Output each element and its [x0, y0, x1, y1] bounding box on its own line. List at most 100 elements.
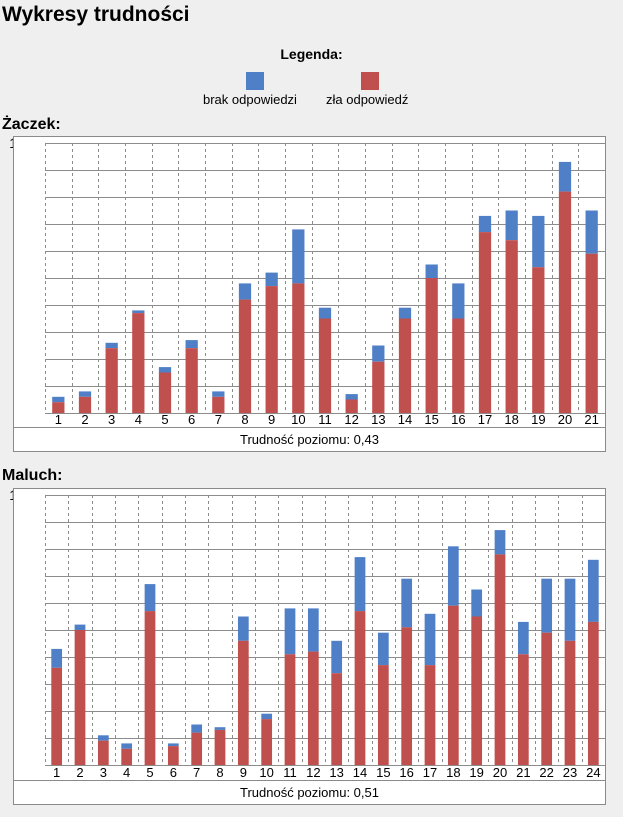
bar-wrong-answer — [307, 651, 319, 765]
bar-no-answer — [345, 394, 358, 400]
bar-no-answer — [505, 210, 518, 241]
bar-wrong-answer — [214, 729, 226, 765]
bar-no-answer — [585, 210, 598, 254]
x-tick-label: 18 — [446, 765, 460, 779]
bar-no-answer — [167, 743, 179, 747]
bar-no-answer — [398, 307, 412, 319]
bar-wrong-answer — [185, 348, 198, 413]
chart-maluch: 1 2 3 4 5 6 7 8 9 10 11 12 13 14 15 16 17 18 19 20 21 22 23 24 … — [13, 488, 606, 805]
bar-wrong-answer — [237, 640, 249, 765]
x-tick-label: 24 — [586, 765, 600, 779]
x-tick-label: 14 — [398, 412, 412, 427]
x-tick-label: 10 — [259, 765, 273, 779]
bar-wrong-answer — [105, 348, 118, 413]
level-difficulty-zaczek: Trudność poziomu: 0,43 — [240, 432, 379, 447]
x-tick-label: 4 — [123, 765, 130, 779]
x-tick-label: 12 — [306, 765, 320, 779]
bar-no-answer — [471, 589, 483, 617]
bar-no-answer — [532, 215, 545, 268]
chart-plot-maluch: 1 2 3 4 5 6 7 8 9 10 11 12 13 14 15 16 17 18 19 20 21 22 23 24 — [45, 495, 605, 779]
bar-wrong-answer — [377, 665, 389, 765]
x-tick-label: 8 — [241, 412, 248, 427]
bar-wrong-answer — [424, 665, 436, 765]
x-tick-label: 9 — [268, 412, 275, 427]
chart-title-maluch: Maluch: — [2, 467, 63, 484]
bar-wrong-answer — [191, 732, 203, 765]
bar-wrong-answer — [78, 396, 92, 413]
x-tick-label: 9 — [240, 765, 247, 779]
bar-wrong-answer — [372, 361, 385, 413]
legend-label-no-answer: brak odpowiedzi — [203, 92, 297, 107]
bar-no-answer — [237, 616, 249, 641]
x-tick-label: 5 — [146, 765, 153, 779]
bar-wrong-answer — [74, 630, 86, 765]
x-tick-label: 16 — [399, 765, 413, 779]
bar-no-answer — [558, 161, 572, 192]
bar-no-answer — [401, 578, 413, 628]
x-tick-label: 16 — [451, 412, 465, 427]
x-tick-label: 2 — [76, 765, 83, 779]
bar-no-answer — [214, 727, 226, 730]
bar-wrong-answer — [564, 640, 576, 765]
x-tick-label: 11 — [318, 412, 332, 427]
bar-wrong-answer — [132, 313, 145, 413]
bar-wrong-answer — [541, 632, 553, 765]
x-tick-label: 21 — [516, 765, 530, 779]
bar-wrong-answer — [121, 748, 133, 765]
bar-wrong-answer — [585, 253, 598, 413]
bar-no-answer — [331, 640, 343, 674]
bar-no-answer — [318, 307, 332, 319]
x-tick-label: 17 — [423, 765, 437, 779]
x-tick-label: 3 — [100, 765, 107, 779]
bar-no-answer — [51, 648, 63, 668]
x-tick-label: 5 — [161, 412, 168, 427]
bar-wrong-answer — [345, 399, 358, 413]
bar-wrong-answer — [265, 286, 278, 413]
x-tick-label: 14 — [353, 765, 367, 779]
bar-no-answer — [564, 578, 576, 641]
bar-wrong-answer — [284, 654, 296, 765]
x-tick-label: 10 — [291, 412, 305, 427]
bar-no-answer — [447, 546, 459, 606]
bar-no-answer — [144, 584, 156, 612]
bar-wrong-answer — [447, 605, 459, 765]
bar-wrong-answer — [97, 740, 109, 765]
bar-no-answer — [185, 340, 198, 349]
x-tick-label: 19 — [531, 412, 545, 427]
bar-no-answer — [478, 215, 492, 233]
chart-zaczek: 1 2 3 4 5 6 7 8 9 10 11 12 13 14 15 16 17 18 19 20 21 Trudno… — [13, 136, 606, 452]
legend-swatch-wrong-answer — [361, 72, 379, 90]
x-tick-label: 20 — [493, 765, 507, 779]
bar-no-answer — [132, 310, 145, 314]
x-tick-label: 21 — [584, 412, 598, 427]
bar-no-answer — [261, 713, 273, 720]
page-title: Wykresy trudności — [2, 3, 190, 26]
bar-wrong-answer — [331, 673, 343, 765]
bar-wrong-answer — [478, 232, 492, 413]
x-tick-label: 17 — [478, 412, 492, 427]
bar-no-answer — [78, 391, 92, 397]
x-tick-label: 4 — [135, 412, 142, 427]
bar-no-answer — [74, 624, 86, 630]
difficulty-separator — [14, 427, 605, 428]
bar-no-answer — [238, 283, 252, 300]
bar-no-answer — [372, 345, 385, 362]
x-tick-label: 19 — [469, 765, 483, 779]
bar-wrong-answer — [212, 396, 225, 413]
x-tick-label: 12 — [344, 412, 358, 427]
bar-wrong-answer — [158, 372, 172, 413]
bar-no-answer — [541, 578, 553, 633]
bar-no-answer — [121, 743, 133, 749]
bar-no-answer — [425, 264, 438, 278]
level-difficulty-maluch: Trudność poziomu: 0,51 — [240, 785, 379, 800]
x-tick-label: 23 — [563, 765, 577, 779]
bar-no-answer — [424, 613, 436, 666]
x-tick-label: 13 — [371, 412, 385, 427]
x-tick-label: 20 — [558, 412, 572, 427]
bar-no-answer — [265, 272, 278, 287]
bar-no-answer — [354, 557, 366, 612]
bar-wrong-answer — [505, 240, 518, 413]
x-tick-label: 13 — [329, 765, 343, 779]
x-tick-label: 15 — [376, 765, 390, 779]
bar-no-answer — [97, 735, 109, 741]
